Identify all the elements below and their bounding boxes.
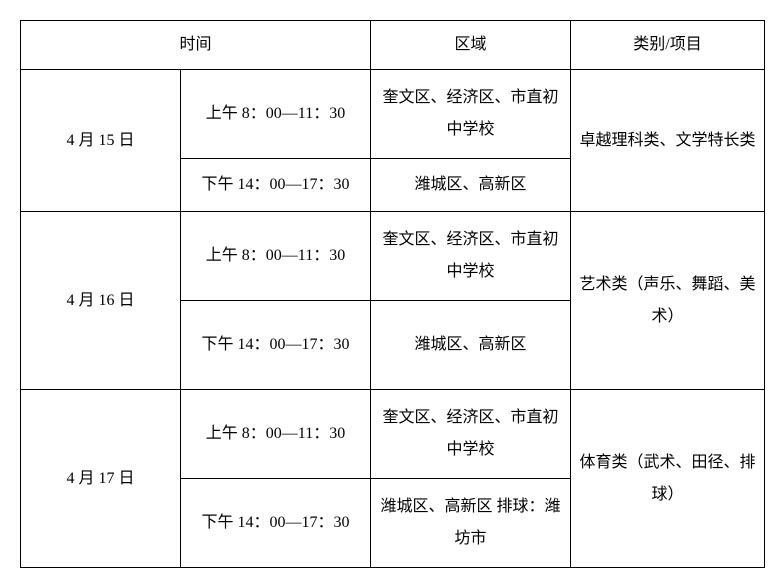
header-category: 类别/项目 [571,21,765,70]
category-cell: 卓越理科类、文学特长类 [571,70,765,212]
region-cell: 潍城区、高新区 [371,301,571,390]
time-cell: 下午 14：00—17：30 [181,159,371,212]
date-cell: 4 月 17 日 [21,390,181,568]
time-cell: 上午 8：00—11：30 [181,212,371,301]
time-cell: 下午 14：00—17：30 [181,479,371,568]
header-region: 区域 [371,21,571,70]
region-cell: 潍城区、高新区 [371,159,571,212]
date-cell: 4 月 15 日 [21,70,181,212]
time-cell: 上午 8：00—11：30 [181,70,371,159]
table-row: 4 月 16 日 上午 8：00—11：30 奎文区、经济区、市直初中学校 艺术… [21,212,765,301]
time-cell: 下午 14：00—17：30 [181,301,371,390]
region-cell: 奎文区、经济区、市直初中学校 [371,212,571,301]
region-cell: 奎文区、经济区、市直初中学校 [371,70,571,159]
table-header-row: 时间 区域 类别/项目 [21,21,765,70]
time-cell: 上午 8：00—11：30 [181,390,371,479]
schedule-table: 时间 区域 类别/项目 4 月 15 日 上午 8：00—11：30 奎文区、经… [20,20,765,568]
table-row: 4 月 15 日 上午 8：00—11：30 奎文区、经济区、市直初中学校 卓越… [21,70,765,159]
category-cell: 体育类（武术、田径、排球） [571,390,765,568]
region-cell: 潍城区、高新区 排球：潍坊市 [371,479,571,568]
table-row: 4 月 17 日 上午 8：00—11：30 奎文区、经济区、市直初中学校 体育… [21,390,765,479]
region-cell: 奎文区、经济区、市直初中学校 [371,390,571,479]
category-cell: 艺术类（声乐、舞蹈、美术） [571,212,765,390]
date-cell: 4 月 16 日 [21,212,181,390]
header-time: 时间 [21,21,371,70]
